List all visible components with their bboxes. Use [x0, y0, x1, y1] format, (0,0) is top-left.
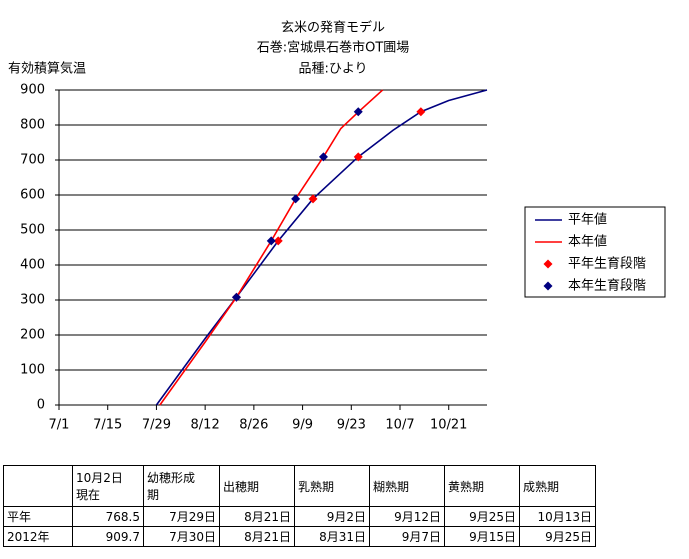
stage-marker — [308, 194, 318, 204]
y-tick-label: 500 — [20, 223, 45, 238]
legend-label: 本年値 — [568, 234, 607, 250]
y-tick-label: 800 — [20, 118, 45, 133]
table-cell — [3, 465, 73, 507]
chart-title: 玄米の発育モデル — [281, 20, 385, 36]
stage-marker — [318, 152, 328, 162]
x-tick-label: 7/15 — [93, 418, 122, 433]
x-tick-label: 8/26 — [239, 418, 268, 433]
x-tick-label: 9/9 — [292, 418, 313, 433]
y-tick-label: 700 — [20, 153, 45, 168]
x-tick-label: 7/29 — [142, 418, 171, 433]
table-cell: 成熟期 — [519, 465, 596, 507]
table-cell: 幼穂形成 期 — [143, 465, 220, 507]
y-tick-label: 300 — [20, 293, 45, 308]
x-tick-label: 9/23 — [337, 418, 366, 433]
chart-subtitle: 品種:ひより — [298, 61, 367, 77]
table-cell: 7月30日 — [143, 526, 220, 547]
x-tick-label: 10/7 — [385, 418, 414, 433]
y-tick-label: 0 — [37, 398, 45, 413]
x-tick-label: 10/21 — [430, 418, 467, 433]
stage-marker — [291, 194, 301, 204]
series-line — [155, 89, 488, 406]
table-cell: 8月31日 — [294, 526, 370, 547]
table-cell: 9月25日 — [519, 526, 596, 547]
table-cell: 出穂期 — [219, 465, 295, 507]
stage-marker — [353, 152, 363, 162]
y-tick-label: 600 — [20, 188, 45, 203]
table-cell: 909.7 — [72, 526, 144, 547]
chart-subtitle: 石巻:宮城県石巻市OT圃場 — [257, 40, 410, 56]
table-cell: 9月12日 — [369, 506, 445, 527]
stage-marker — [353, 107, 363, 117]
table-cell: 平年 — [3, 506, 73, 527]
stage-marker — [231, 292, 241, 302]
table-row: 10月2日 現在 幼穂形成 期出穂期 乳熟期 糊熟期 黄熟期 成熟期 — [3, 465, 596, 507]
table-cell: 10月2日 現在 — [72, 465, 144, 507]
data-table: 10月2日 現在 幼穂形成 期出穂期 乳熟期 糊熟期 黄熟期 成熟期 平年 768.5 7月29… — [3, 465, 596, 547]
x-tick-label: 8/12 — [191, 418, 220, 433]
y-tick-label: 100 — [20, 363, 45, 378]
table-cell: 10月13日 — [519, 506, 596, 527]
legend-label: 平年値 — [568, 212, 607, 228]
table-cell: 7月29日 — [143, 506, 220, 527]
legend-label: 平年生育段階 — [568, 256, 646, 272]
table-cell: 9月7日 — [369, 526, 445, 547]
y-tick-label: 200 — [20, 328, 45, 343]
table-row: 平年 768.5 7月29日 8月21日 9月2日 9月12日 9月25日 10月13日 — [3, 506, 596, 527]
table-cell: 2012年 — [3, 526, 73, 547]
table-cell: 8月21日 — [219, 506, 295, 527]
legend-marker — [543, 259, 553, 269]
chart: 玄米の発育モデル 石巻:宮城県石巻市OT圃場 品種:ひより 有効積算気温 0 10… — [8, 20, 666, 433]
table-cell: 黄熟期 — [444, 465, 520, 507]
y-tick-label: 900 — [20, 83, 45, 98]
table-cell: 8月21日 — [219, 526, 295, 547]
series-line — [159, 89, 384, 406]
table-cell: 糊熟期 — [369, 465, 445, 507]
stage-marker — [416, 107, 426, 117]
legend-label: 本年生育段階 — [568, 278, 646, 294]
table-cell: 9月2日 — [294, 506, 370, 527]
table-cell: 9月15日 — [444, 526, 520, 547]
y-axis-label: 有効積算気温 — [8, 61, 86, 77]
table-row: 2012年 909.7 7月30日 8月21日 8月31日 9月7日 9月15日 9月25日 — [3, 526, 596, 547]
stage-marker — [273, 236, 283, 246]
table-cell: 9月25日 — [444, 506, 520, 527]
stage-marker — [266, 236, 276, 246]
x-tick-label: 7/1 — [49, 418, 70, 433]
table-cell: 乳熟期 — [294, 465, 370, 507]
table-cell: 768.5 — [72, 506, 144, 527]
legend-marker — [543, 281, 553, 291]
y-tick-label: 400 — [20, 258, 45, 273]
